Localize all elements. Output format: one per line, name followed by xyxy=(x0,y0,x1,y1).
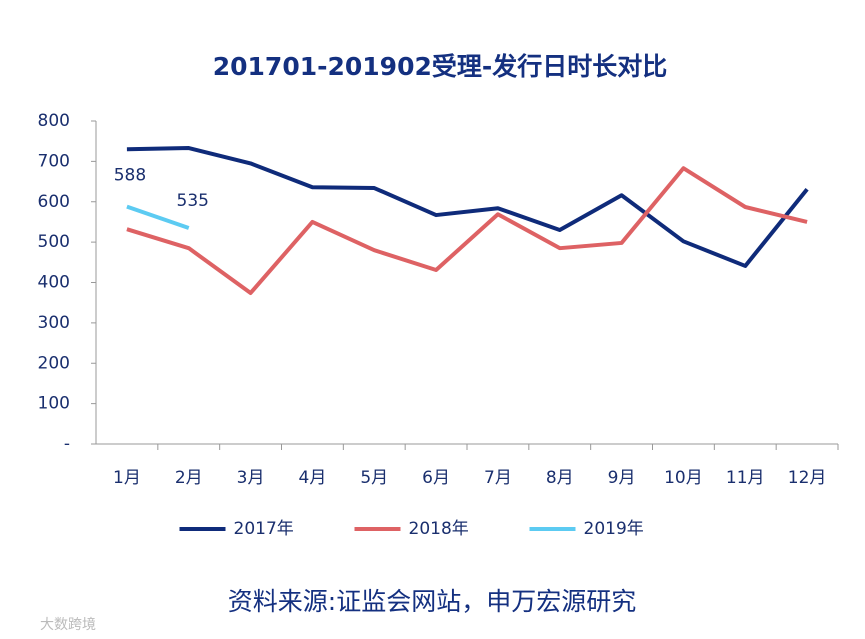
x-tick-label: 3月 xyxy=(237,468,265,488)
legend-label: 2017年 xyxy=(234,519,294,539)
data-label: 535 xyxy=(177,191,209,211)
legend-label: 2018年 xyxy=(409,519,469,539)
x-tick-label: 9月 xyxy=(608,468,636,488)
y-tick-label: 200 xyxy=(38,353,70,373)
x-tick-label: 2月 xyxy=(175,468,203,488)
chart-title: 201701-201902受理-发行日时长对比 xyxy=(213,52,668,81)
x-tick-label: 11月 xyxy=(726,468,765,488)
data-label: 588 xyxy=(114,166,146,186)
x-tick-label: 8月 xyxy=(546,468,574,488)
watermark: 大数跨境 xyxy=(40,617,96,633)
y-tick-label: 500 xyxy=(38,232,70,252)
x-tick-label: 6月 xyxy=(422,468,450,488)
x-tick-label: 5月 xyxy=(360,468,388,488)
y-tick-label: 600 xyxy=(38,192,70,212)
y-tick-label: 100 xyxy=(38,394,70,414)
x-tick-label: 12月 xyxy=(788,468,827,488)
y-tick-label: 700 xyxy=(38,151,70,171)
series-line xyxy=(126,146,809,268)
y-tick-label: 400 xyxy=(38,273,70,293)
x-tick-label: 10月 xyxy=(664,468,703,488)
x-tick-label: 1月 xyxy=(113,468,141,488)
source-note: 资料来源:证监会网站，申万宏源研究 xyxy=(228,587,636,616)
y-tick-label: - xyxy=(64,434,70,454)
x-tick-label: 4月 xyxy=(299,468,327,488)
legend-label: 2019年 xyxy=(584,519,644,539)
y-tick-label: 800 xyxy=(38,111,70,131)
y-tick-label: 300 xyxy=(38,313,70,333)
series-line xyxy=(126,166,808,295)
series-line xyxy=(126,204,190,230)
x-tick-label: 7月 xyxy=(484,468,512,488)
